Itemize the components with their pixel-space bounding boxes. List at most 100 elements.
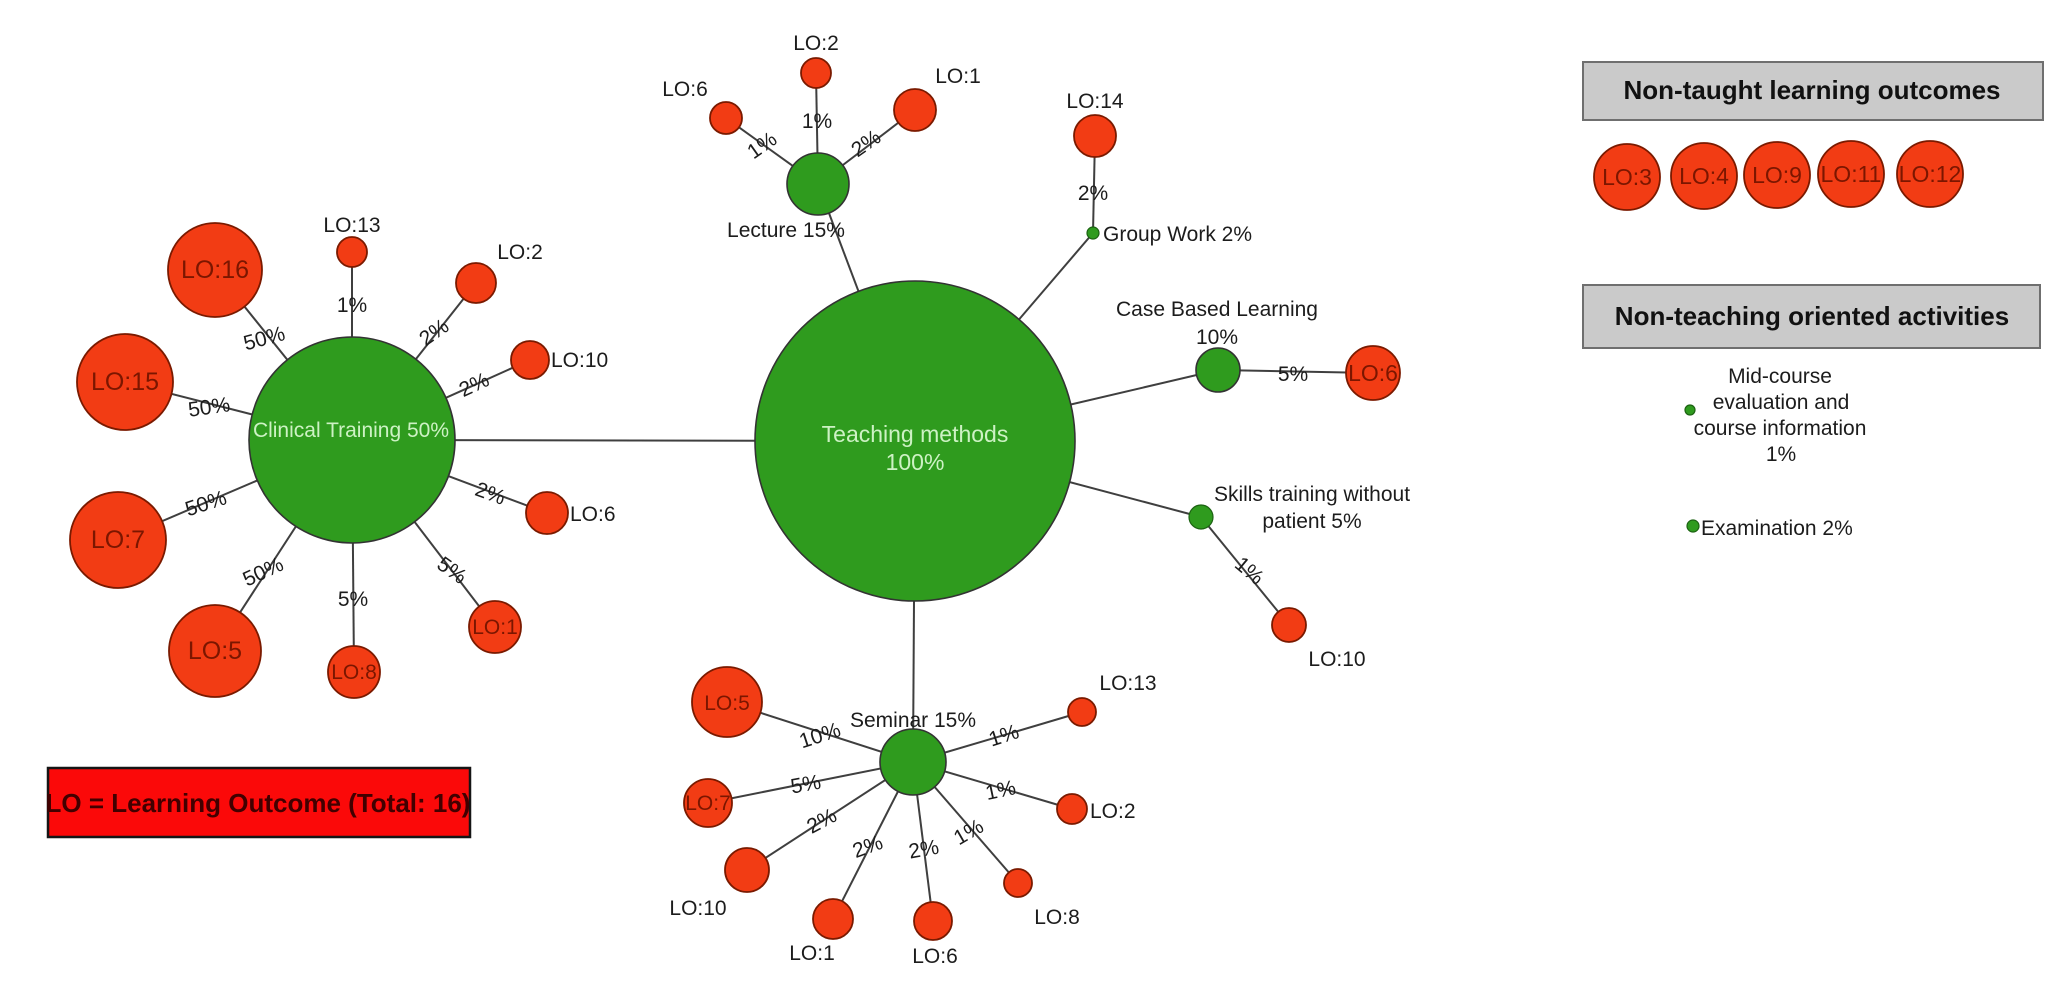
- seminar-leaf-lo6-label: LO:6: [912, 945, 958, 968]
- clinical-leaf-lo7-label: LO:7: [91, 526, 145, 554]
- clinical-leaf-lo1: [468, 600, 522, 654]
- seminar-leaf-lo8: [1003, 868, 1033, 898]
- clinical-leaf-lo1-label: LO:1: [472, 616, 518, 639]
- non-taught-circle-lo12: [1896, 140, 1964, 208]
- seminar-leaf-lo5: [691, 666, 763, 738]
- clinical-leaf-lo2-label: LO:2: [497, 241, 543, 264]
- mid-course-label-line2: evaluation and: [1713, 391, 1850, 414]
- clinical-leaf-lo5-label: LO:5: [188, 637, 242, 665]
- edge-percent-label: 2%: [803, 804, 841, 839]
- non-teaching-header-box: [1582, 284, 2041, 349]
- clinical-leaf-lo13: [336, 236, 368, 268]
- edge-percent-label: 1%: [802, 110, 832, 133]
- lo-legend-text: LO = Learning Outcome (Total: 16): [46, 788, 471, 818]
- edge-percent-label: 2%: [907, 836, 941, 864]
- non-taught-panel: Non-taught learning outcomes LO:3 LO:4 L…: [1582, 61, 2044, 211]
- lecture-hub: [786, 152, 850, 216]
- group-work-node: [1086, 226, 1100, 240]
- groupwork-leaf-lo14: [1073, 114, 1117, 158]
- casebased-leaf-lo6: [1345, 345, 1401, 401]
- groupwork-leaf-lo14-label: LO:14: [1066, 90, 1124, 113]
- non-taught-lo12-label: LO:12: [1899, 161, 1962, 187]
- non-taught-circle-lo4: [1670, 142, 1738, 210]
- clinical-leaf-lo8: [327, 645, 381, 699]
- lo-legend-box: [46, 766, 472, 839]
- lecture-leaf-lo2: [800, 57, 832, 89]
- edge-percent-label: 1%: [1230, 552, 1268, 589]
- edge-percent-label: 1%: [950, 815, 988, 850]
- clinical-leaf-lo16-label: LO:16: [181, 256, 249, 284]
- edge-percent-label: 5%: [1278, 363, 1308, 386]
- edge-percent-label: 1%: [743, 128, 781, 164]
- case-based-learning-label: Case Based Learning: [1116, 298, 1318, 321]
- seminar-leaf-lo10-label: LO:10: [669, 897, 726, 920]
- seminar-leaf-lo1: [812, 898, 854, 940]
- non-taught-lo4-label: LO:4: [1679, 163, 1729, 189]
- edge-percent-label: 2%: [456, 368, 493, 402]
- skills-training-label-line2: patient 5%: [1262, 510, 1361, 533]
- case-based-learning-percent: 10%: [1196, 326, 1238, 349]
- lecture-leaf-lo1: [893, 88, 937, 132]
- edge-percent-label: 1%: [337, 294, 367, 317]
- non-taught-lo3-label: LO:3: [1602, 164, 1652, 190]
- clinical-leaf-lo10-label: LO:10: [551, 349, 608, 372]
- seminar-leaf-lo10: [724, 847, 770, 893]
- clinical-leaf-lo10: [510, 340, 550, 380]
- mid-course-label-line3: course information: [1694, 417, 1867, 440]
- edge-percent-label: 50%: [187, 393, 232, 422]
- edge-percent-label: 2%: [1078, 182, 1108, 205]
- seminar-leaf-lo2: [1056, 793, 1088, 825]
- case-based-learning-hub: [1195, 347, 1241, 393]
- non-taught-circle-lo11: [1817, 140, 1885, 208]
- edge-skills-lo10: [1200, 516, 1290, 626]
- edge-percent-label: 2%: [472, 478, 508, 510]
- skills-training-label-line1: Skills training without: [1214, 483, 1410, 506]
- skills-leaf-lo10: [1271, 607, 1307, 643]
- examination-label: Examination 2%: [1701, 517, 1853, 540]
- examination-node: [1686, 519, 1700, 533]
- seminar-label: Seminar 15%: [850, 709, 976, 732]
- non-teaching-panel: Non-teaching oriented activities Mid-cou…: [1582, 284, 2041, 540]
- clinical-leaf-lo8-label: LO:8: [331, 661, 377, 684]
- seminar-hub: [879, 728, 947, 796]
- lecture-leaf-lo6: [709, 101, 743, 135]
- edge-percent-label: 5%: [789, 771, 823, 799]
- seminar-leaf-lo2-label: LO:2: [1090, 800, 1136, 823]
- lecture-leaf-lo2-label: LO:2: [793, 32, 839, 55]
- non-taught-lo9-label: LO:9: [1752, 162, 1802, 188]
- casebased-leaf-lo6-label: LO:6: [1348, 360, 1398, 386]
- edge-percent-label: 5%: [433, 553, 471, 589]
- seminar-leaf-lo13: [1067, 697, 1097, 727]
- seminar-leaf-lo1-label: LO:1: [789, 942, 835, 965]
- lecture-leaf-lo1-label: LO:1: [935, 65, 981, 88]
- lecture-leaves: LO:6 1% LO:2 1% LO:1 2%: [662, 32, 981, 164]
- seminar-leaf-lo13-label: LO:13: [1099, 672, 1156, 695]
- clinical-leaf-lo7: [69, 491, 167, 589]
- seminar-leaf-lo7-label: LO:7: [685, 792, 731, 815]
- edge-percent-label: 2%: [850, 831, 886, 863]
- lo-legend: LO = Learning Outcome (Total: 16): [46, 766, 472, 839]
- lecture-leaf-lo6-label: LO:6: [662, 78, 708, 101]
- clinical-leaf-lo15-label: LO:15: [91, 368, 159, 396]
- clinical-leaf-lo13-label: LO:13: [323, 214, 380, 237]
- group-work-label: Group Work 2%: [1103, 223, 1252, 246]
- teaching-methods-hub: [754, 280, 1076, 602]
- clinical-training-hub: [248, 336, 456, 544]
- clinical-leaf-lo6: [525, 491, 569, 535]
- mid-course-node: [1684, 404, 1696, 416]
- skills-training-node: [1188, 504, 1214, 530]
- seminar-leaf-lo7: [683, 778, 733, 828]
- clinical-leaf-lo16: [167, 222, 263, 318]
- skills-leaf-lo10-label: LO:10: [1308, 648, 1365, 671]
- edge-percent-label: 50%: [182, 486, 229, 521]
- clinical-leaf-lo6-label: LO:6: [570, 503, 616, 526]
- edge-percent-label: 50%: [239, 553, 287, 592]
- mid-course-percent: 1%: [1766, 443, 1796, 466]
- clinical-leaf-lo5: [168, 604, 262, 698]
- edge-percent-label: 10%: [796, 718, 843, 753]
- mid-course-label-line1: Mid-course: [1728, 365, 1832, 388]
- seminar-leaf-lo5-label: LO:5: [704, 692, 750, 715]
- edge-percent-label: 5%: [338, 588, 368, 611]
- edge-seminar-lo7: [707, 761, 914, 804]
